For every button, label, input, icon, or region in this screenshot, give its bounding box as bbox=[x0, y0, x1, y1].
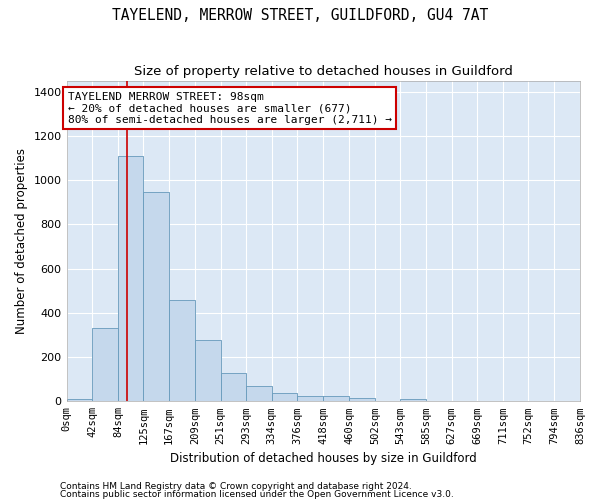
Text: TAYELEND MERROW STREET: 98sqm
← 20% of detached houses are smaller (677)
80% of : TAYELEND MERROW STREET: 98sqm ← 20% of d… bbox=[68, 92, 392, 125]
Bar bbox=[247, 386, 272, 402]
Bar bbox=[169, 300, 195, 402]
Bar bbox=[323, 396, 349, 402]
Bar bbox=[349, 398, 375, 402]
Bar bbox=[400, 398, 426, 402]
Bar bbox=[92, 328, 118, 402]
Bar bbox=[195, 340, 221, 402]
Bar bbox=[143, 192, 169, 402]
Bar bbox=[118, 156, 143, 402]
Text: TAYELEND, MERROW STREET, GUILDFORD, GU4 7AT: TAYELEND, MERROW STREET, GUILDFORD, GU4 … bbox=[112, 8, 488, 22]
Text: Contains HM Land Registry data © Crown copyright and database right 2024.: Contains HM Land Registry data © Crown c… bbox=[60, 482, 412, 491]
Bar bbox=[67, 399, 92, 402]
Bar bbox=[272, 393, 298, 402]
Bar bbox=[221, 372, 247, 402]
Text: Contains public sector information licensed under the Open Government Licence v3: Contains public sector information licen… bbox=[60, 490, 454, 499]
Bar bbox=[298, 396, 323, 402]
Title: Size of property relative to detached houses in Guildford: Size of property relative to detached ho… bbox=[134, 65, 513, 78]
X-axis label: Distribution of detached houses by size in Guildford: Distribution of detached houses by size … bbox=[170, 452, 476, 465]
Y-axis label: Number of detached properties: Number of detached properties bbox=[15, 148, 28, 334]
